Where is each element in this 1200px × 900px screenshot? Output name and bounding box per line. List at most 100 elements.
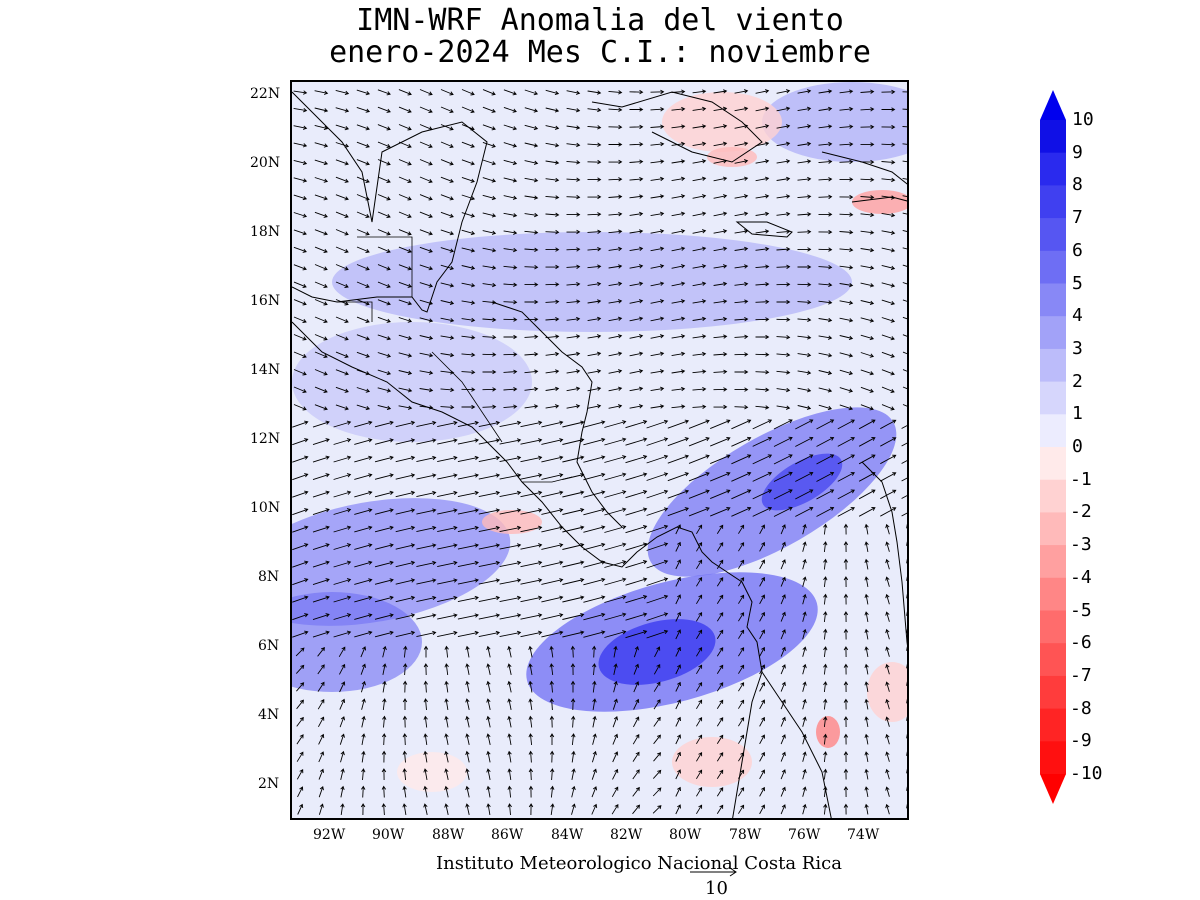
wind-vector-arrow <box>802 716 807 727</box>
wind-vector-arrow <box>333 630 352 638</box>
wind-vector-arrow <box>482 247 497 253</box>
wind-vector-arrow <box>314 211 328 218</box>
wind-vector-arrow <box>860 369 875 376</box>
wind-vector-arrow <box>823 628 828 640</box>
wind-vector-arrow <box>646 629 669 639</box>
wind-vector-arrow <box>653 681 661 692</box>
wind-vector-arrow <box>738 752 745 762</box>
wind-vector-arrow <box>333 595 352 603</box>
wind-vector-arrow <box>604 560 627 568</box>
wind-vector-arrow <box>486 750 491 763</box>
wind-vector-arrow <box>839 404 854 411</box>
lat-tick-label: 20N <box>250 155 281 171</box>
wind-vector-arrow <box>354 473 373 480</box>
wind-vector-arrow <box>528 768 534 781</box>
wind-vector-arrow <box>520 560 543 568</box>
wind-vector-arrow <box>354 438 373 445</box>
lat-tick-label: 4N <box>258 707 280 723</box>
wind-vector-arrow <box>549 680 554 693</box>
wind-vector-arrow <box>395 613 416 620</box>
wind-vector-arrow <box>653 663 661 675</box>
wind-vector-arrow <box>507 750 512 763</box>
wind-vector-arrow <box>566 316 581 322</box>
wind-vector-arrow <box>587 90 602 95</box>
wind-vector-arrow <box>864 768 869 780</box>
wind-vector-arrow <box>402 750 407 763</box>
wind-vector-arrow <box>776 352 791 358</box>
wind-vector-arrow <box>440 194 454 201</box>
wind-vector-arrow <box>646 472 669 481</box>
wind-vector-arrow <box>293 316 307 323</box>
wind-vector-arrow <box>858 489 876 500</box>
wind-vector-arrow <box>398 89 412 96</box>
wind-vector-arrow <box>395 525 416 533</box>
wind-vector-arrow <box>629 369 644 374</box>
wind-vector-arrow <box>382 645 387 658</box>
wind-vector-arrow <box>566 160 581 165</box>
wind-vector-arrow <box>839 194 854 200</box>
wind-vector-arrow <box>520 595 543 603</box>
colorbar-segment <box>1040 185 1066 219</box>
wind-vector-arrow <box>696 699 703 710</box>
wind-vector-arrow <box>499 543 522 550</box>
wind-vector-arrow <box>395 595 416 603</box>
wind-vector-arrow <box>675 716 681 727</box>
wind-vector-arrow <box>646 524 669 534</box>
wind-vector-arrow <box>292 525 309 533</box>
wind-vector-arrow <box>773 506 793 517</box>
lat-tick-label: 10N <box>250 500 281 516</box>
wind-vector-arrow <box>906 594 907 599</box>
wind-vector-arrow <box>437 508 458 515</box>
wind-vector-arrow <box>734 159 749 164</box>
wind-vector-arrow <box>444 785 449 798</box>
wind-vector-arrow <box>759 664 765 675</box>
wind-vector-arrow <box>499 473 522 480</box>
wind-vector-arrow <box>823 751 828 763</box>
wind-vector-arrow <box>780 769 786 780</box>
wind-vector-arrow <box>675 664 681 675</box>
wind-vector-arrow <box>839 230 854 235</box>
wind-vector-arrow <box>293 281 307 288</box>
wind-vector-arrow <box>587 264 602 269</box>
wind-vector-arrow <box>901 477 907 482</box>
wind-vector-arrow <box>354 508 373 515</box>
wind-vector-arrow <box>361 698 366 710</box>
wind-vector-arrow <box>419 352 434 358</box>
wind-vector-arrow <box>562 595 585 603</box>
wind-vector-arrow <box>773 419 793 430</box>
wind-vector-arrow <box>416 613 437 620</box>
wind-vector-arrow <box>333 473 352 480</box>
wind-vector-arrow <box>562 472 585 480</box>
wind-vector-arrow <box>902 404 907 407</box>
wind-vector-arrow <box>499 578 522 585</box>
wind-vector-arrow <box>780 751 786 762</box>
wind-vector-arrow <box>440 124 454 131</box>
wind-vector-arrow <box>541 455 564 463</box>
wind-vector-arrow <box>843 523 849 535</box>
wind-vector-arrow <box>667 489 690 499</box>
wind-vector-arrow <box>755 405 770 410</box>
wind-vector-arrow <box>503 230 518 235</box>
wind-vector-arrow <box>312 613 330 621</box>
wind-vector-arrow <box>776 176 791 182</box>
wind-vector-arrow <box>692 141 707 147</box>
wind-vector-arrow <box>461 317 476 323</box>
wind-vector-arrow <box>314 299 328 306</box>
wind-vector-arrow <box>625 524 648 534</box>
wind-vector-arrow <box>802 786 807 797</box>
wind-vector-arrow <box>377 352 392 358</box>
wind-vector-arrow <box>340 803 345 815</box>
wind-vector-arrow <box>625 577 648 586</box>
wind-vector-arrow <box>802 523 807 535</box>
wind-vector-arrow <box>671 334 686 339</box>
wind-vector-arrow <box>486 698 491 710</box>
wind-vector-arrow <box>734 334 749 339</box>
wind-vector-arrow <box>437 630 458 638</box>
wind-vector-arrow <box>478 525 501 533</box>
wind-vector-arrow <box>354 578 373 585</box>
wind-vector-arrow <box>632 751 640 762</box>
wind-vector-arrow <box>461 265 476 270</box>
wind-vector-arrow <box>587 142 602 147</box>
wind-vector-arrow <box>524 195 539 200</box>
wind-vector-arrow <box>776 124 791 129</box>
